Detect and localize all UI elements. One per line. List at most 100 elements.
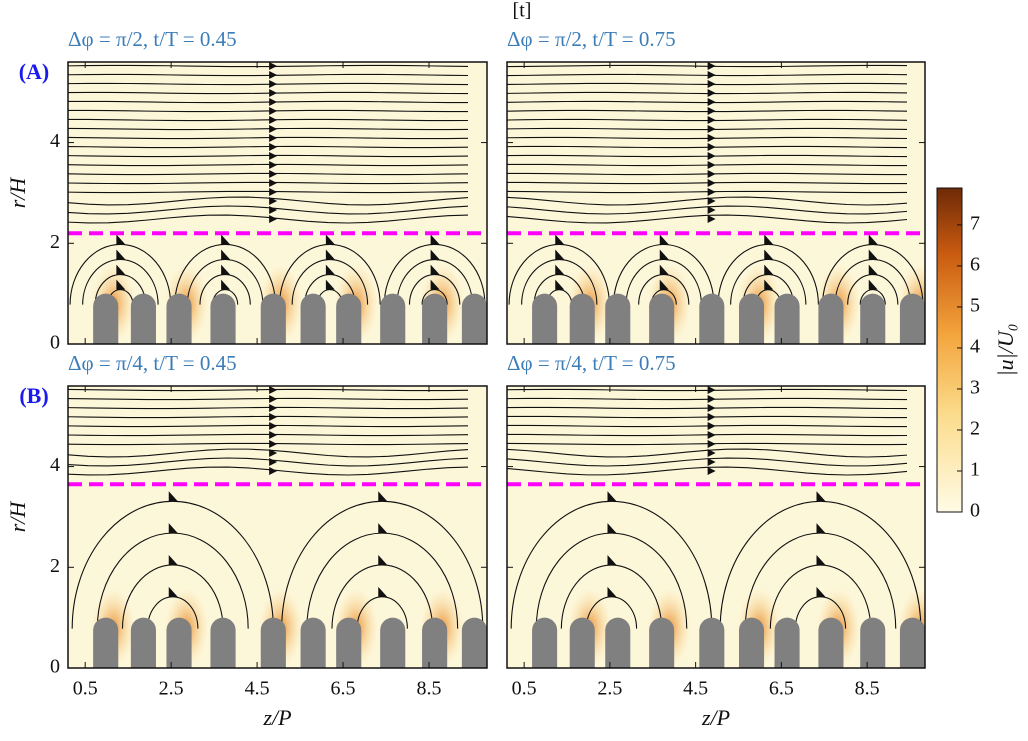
x-tick-label: 0.5 bbox=[73, 678, 98, 700]
pillar bbox=[380, 617, 406, 668]
streamline bbox=[199, 274, 251, 305]
streamline bbox=[68, 109, 469, 113]
arrowhead bbox=[269, 116, 278, 124]
streamline bbox=[613, 243, 715, 305]
streamline bbox=[304, 274, 356, 305]
pillar bbox=[774, 617, 800, 668]
pillar bbox=[422, 617, 448, 668]
streamline bbox=[68, 448, 469, 458]
arrowhead bbox=[269, 134, 278, 142]
streamline bbox=[68, 388, 469, 392]
streamline bbox=[68, 163, 469, 167]
streamline bbox=[507, 466, 908, 476]
streamline bbox=[507, 406, 908, 410]
arrowhead bbox=[168, 554, 178, 565]
arrowhead bbox=[764, 249, 774, 260]
streamline bbox=[507, 91, 908, 95]
streamline bbox=[383, 243, 486, 305]
streamline bbox=[68, 172, 469, 176]
arrowhead bbox=[168, 491, 178, 502]
arrowhead bbox=[269, 395, 278, 403]
streamline bbox=[507, 181, 908, 185]
x-tick-label: 6.5 bbox=[331, 678, 356, 700]
streamline bbox=[507, 415, 908, 419]
arrowhead bbox=[378, 554, 388, 565]
streamline bbox=[174, 243, 276, 305]
arrowhead bbox=[430, 234, 440, 245]
streamline bbox=[507, 397, 908, 401]
pillar bbox=[605, 293, 631, 344]
streamline bbox=[68, 136, 469, 140]
streamline bbox=[560, 564, 663, 629]
streamline bbox=[186, 258, 264, 305]
arrowhead bbox=[707, 431, 716, 439]
streamline bbox=[859, 289, 886, 305]
streamline bbox=[279, 243, 381, 305]
streamline bbox=[68, 457, 469, 467]
pillar bbox=[899, 617, 925, 668]
y-tick-label: 0 bbox=[50, 332, 60, 354]
streamline bbox=[507, 214, 908, 224]
pillar bbox=[336, 293, 362, 344]
arrowhead bbox=[269, 143, 278, 151]
arrowhead bbox=[868, 264, 878, 275]
arrowhead bbox=[221, 234, 231, 245]
pillar bbox=[532, 293, 558, 344]
arrowhead bbox=[707, 386, 716, 394]
arrowhead bbox=[269, 107, 278, 115]
x-tick-label: 0.5 bbox=[512, 678, 537, 700]
streamline bbox=[507, 109, 908, 113]
colorbar-tick-label: 5 bbox=[970, 295, 980, 317]
arrowhead bbox=[707, 449, 716, 457]
streamline bbox=[68, 64, 469, 68]
streamline bbox=[507, 388, 908, 392]
arrowhead bbox=[269, 440, 278, 448]
arrowhead bbox=[269, 404, 278, 412]
streamline bbox=[510, 500, 713, 629]
plot-area bbox=[68, 386, 487, 668]
arrowhead bbox=[325, 279, 335, 290]
x-tick-label: 6.5 bbox=[769, 678, 794, 700]
streamline bbox=[535, 532, 688, 629]
arrowhead bbox=[221, 249, 231, 260]
arrowhead bbox=[168, 523, 178, 534]
arrowhead bbox=[707, 197, 716, 205]
arrowhead bbox=[269, 80, 278, 88]
arrowhead bbox=[269, 188, 278, 196]
pillar bbox=[699, 617, 725, 668]
arrowhead bbox=[816, 491, 826, 502]
arrowhead bbox=[707, 143, 716, 151]
streamline bbox=[82, 258, 159, 305]
pillar bbox=[699, 293, 725, 344]
arrowhead bbox=[430, 279, 440, 290]
arrowhead bbox=[269, 458, 278, 466]
streamline bbox=[68, 214, 469, 224]
streamline bbox=[744, 532, 897, 629]
arrowhead bbox=[269, 413, 278, 421]
streamline bbox=[585, 596, 638, 629]
streamline bbox=[507, 163, 908, 167]
pillar bbox=[818, 293, 844, 344]
arrowhead bbox=[555, 249, 565, 260]
y-tick-label: 4 bbox=[50, 454, 60, 476]
x-tick-label: 8.5 bbox=[416, 678, 441, 700]
streamline bbox=[507, 136, 908, 140]
pillar bbox=[738, 293, 765, 344]
frame bbox=[506, 61, 926, 345]
colorbar-tick-label: 2 bbox=[970, 418, 980, 440]
streamline bbox=[507, 73, 908, 77]
arrowhead bbox=[221, 264, 231, 275]
arrowhead bbox=[816, 554, 826, 565]
arrowhead bbox=[707, 134, 716, 142]
streamline bbox=[508, 243, 610, 305]
arrowhead bbox=[116, 234, 126, 245]
streamline bbox=[507, 205, 908, 215]
arrowhead bbox=[430, 264, 440, 275]
arrowhead bbox=[707, 152, 716, 160]
arrowhead bbox=[707, 206, 716, 214]
colorbar-tick-label: 1 bbox=[970, 459, 980, 481]
streamline bbox=[68, 466, 469, 476]
colorbar-tick-label: 6 bbox=[970, 254, 980, 276]
streamline bbox=[507, 154, 908, 158]
streamline bbox=[68, 118, 469, 122]
